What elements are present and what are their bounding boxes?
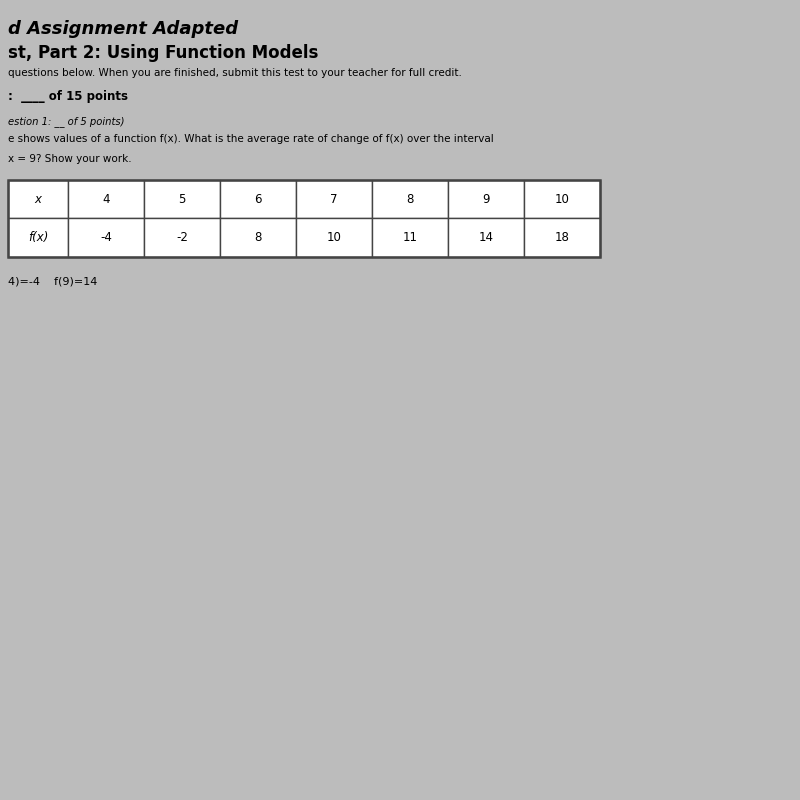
FancyBboxPatch shape <box>8 218 68 257</box>
FancyBboxPatch shape <box>524 180 600 218</box>
FancyBboxPatch shape <box>296 218 372 257</box>
FancyBboxPatch shape <box>68 180 144 218</box>
Text: :  ____ of 15 points: : ____ of 15 points <box>8 90 128 102</box>
Text: 18: 18 <box>554 231 570 244</box>
FancyBboxPatch shape <box>296 180 372 218</box>
FancyBboxPatch shape <box>372 180 448 218</box>
Text: f(x): f(x) <box>28 231 48 244</box>
Text: 4: 4 <box>102 193 110 206</box>
FancyBboxPatch shape <box>524 218 600 257</box>
FancyBboxPatch shape <box>372 218 448 257</box>
FancyBboxPatch shape <box>220 218 296 257</box>
FancyBboxPatch shape <box>68 218 144 257</box>
Text: 8: 8 <box>254 231 262 244</box>
Text: x = 9? Show your work.: x = 9? Show your work. <box>8 154 132 163</box>
Text: 11: 11 <box>402 231 418 244</box>
Text: -2: -2 <box>176 231 188 244</box>
Text: 7: 7 <box>330 193 338 206</box>
Text: 4)=-4    f(9)=14: 4)=-4 f(9)=14 <box>8 277 98 286</box>
FancyBboxPatch shape <box>144 180 220 218</box>
Text: d Assignment Adapted: d Assignment Adapted <box>8 20 238 38</box>
Text: 10: 10 <box>326 231 342 244</box>
Text: e shows values of a function f(x). What is the average rate of change of f(x) ov: e shows values of a function f(x). What … <box>8 134 494 144</box>
Text: 5: 5 <box>178 193 186 206</box>
Text: questions below. When you are finished, submit this test to your teacher for ful: questions below. When you are finished, … <box>8 68 462 78</box>
FancyBboxPatch shape <box>144 218 220 257</box>
Text: 9: 9 <box>482 193 490 206</box>
Text: x: x <box>34 193 42 206</box>
FancyBboxPatch shape <box>448 180 524 218</box>
Text: 8: 8 <box>406 193 414 206</box>
FancyBboxPatch shape <box>8 180 68 218</box>
Text: st, Part 2: Using Function Models: st, Part 2: Using Function Models <box>8 44 318 62</box>
Text: 10: 10 <box>554 193 570 206</box>
Text: 14: 14 <box>478 231 494 244</box>
FancyBboxPatch shape <box>448 218 524 257</box>
Text: -4: -4 <box>100 231 112 244</box>
Text: 6: 6 <box>254 193 262 206</box>
Text: estion 1: __ of 5 points): estion 1: __ of 5 points) <box>8 116 125 127</box>
FancyBboxPatch shape <box>220 180 296 218</box>
